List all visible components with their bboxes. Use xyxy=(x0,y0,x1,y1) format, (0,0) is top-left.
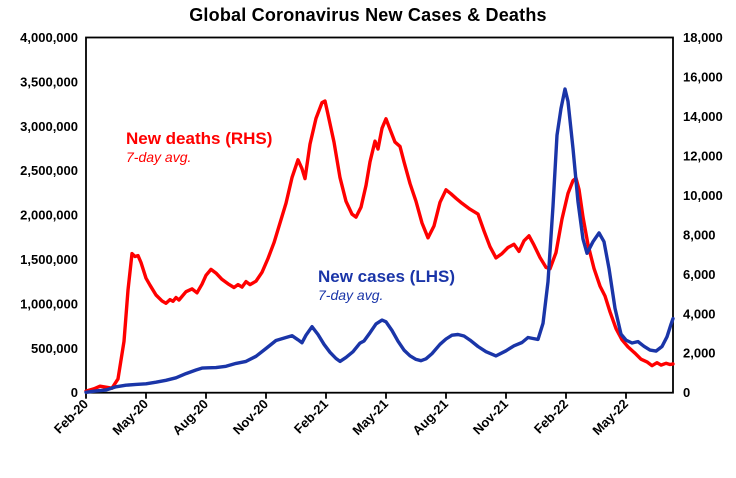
y-right-tick-label: 16,000 xyxy=(683,69,723,84)
chart-title: Global Coronavirus New Cases & Deaths xyxy=(189,5,547,25)
x-tick-label: Aug-21 xyxy=(409,396,451,438)
x-tick-label: Aug-20 xyxy=(169,396,211,438)
cases-annotation-label: New cases (LHS) xyxy=(318,267,455,286)
x-tick-label: Nov-20 xyxy=(230,396,271,437)
y-left-tick-label: 500,000 xyxy=(31,341,78,356)
y-left-tick-label: 0 xyxy=(71,385,78,400)
y-right-tick-label: 4,000 xyxy=(683,306,716,321)
y-right-tick-label: 0 xyxy=(683,385,690,400)
x-tick-label: Feb-20 xyxy=(51,396,91,436)
x-tick-label: May-20 xyxy=(109,396,151,438)
x-tick-label: May-22 xyxy=(589,396,631,438)
x-tick-label: Feb-22 xyxy=(531,396,571,436)
cases-line xyxy=(84,87,675,394)
deaths-annotation-subtext: 7-day avg. xyxy=(126,149,192,166)
deaths-annotation-label: New deaths (RHS) xyxy=(126,129,273,148)
cases-annotation-subtext: 7-day avg. xyxy=(318,287,384,304)
y-right-tick-label: 14,000 xyxy=(683,109,723,124)
deaths-annotation: New deaths (RHS) 7-day avg. xyxy=(126,128,272,167)
y-left-tick-label: 1,000,000 xyxy=(20,296,78,311)
plot-border xyxy=(85,36,674,394)
y-right-tick-label: 18,000 xyxy=(683,30,723,45)
x-tick-label: Feb-21 xyxy=(291,396,331,436)
y-right-tick-label: 8,000 xyxy=(683,227,716,242)
y-right-tick-label: 10,000 xyxy=(683,188,723,203)
x-tick-label: May-21 xyxy=(349,396,391,438)
y-left-tick-label: 3,000,000 xyxy=(20,119,78,134)
y-right-tick-label: 2,000 xyxy=(683,346,716,361)
y-left-tick-label: 2,500,000 xyxy=(20,163,78,178)
y-right-tick-label: 12,000 xyxy=(683,148,723,163)
cases-annotation: New cases (LHS) 7-day avg. xyxy=(318,266,455,305)
y-left-tick-label: 1,500,000 xyxy=(20,252,78,267)
x-tick-label: Nov-21 xyxy=(470,396,511,437)
y-right-tick-label: 6,000 xyxy=(683,267,716,282)
y-left-tick-label: 3,500,000 xyxy=(20,74,78,89)
y-left-tick-label: 4,000,000 xyxy=(20,30,78,45)
y-left-tick-label: 2,000,000 xyxy=(20,208,78,223)
